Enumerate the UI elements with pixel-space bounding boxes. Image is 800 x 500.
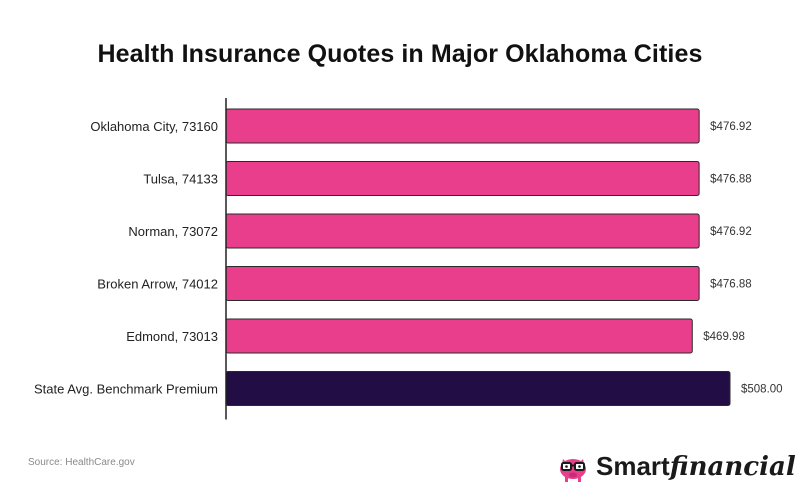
value-label: $476.88 bbox=[710, 174, 752, 186]
bars-group: Oklahoma City, 73160 $476.92 Tulsa, 74133 $… bbox=[34, 108, 783, 406]
category-label: Norman, 73072 bbox=[128, 224, 218, 239]
category-label: Broken Arrow, 74012 bbox=[97, 277, 218, 292]
bar bbox=[225, 213, 700, 249]
brand-name-part1: Smart bbox=[596, 450, 670, 481]
brand-name-part2: financial bbox=[669, 451, 796, 482]
category-label: Tulsa, 74133 bbox=[143, 172, 218, 187]
piggy-bank-with-glasses-icon bbox=[560, 459, 586, 482]
chart-title: Health Insurance Quotes in Major Oklahom… bbox=[97, 40, 703, 68]
bar bbox=[225, 161, 700, 196]
source-note: Source: HealthCare.gov bbox=[28, 457, 135, 468]
brand-logo: Smartfinancial bbox=[556, 448, 796, 484]
category-label: Edmond, 73013 bbox=[126, 329, 218, 344]
bar bbox=[225, 266, 700, 301]
value-label: $476.92 bbox=[710, 121, 752, 133]
bar-chart: Oklahoma City, 73160 $476.92 Tulsa, 74133 $… bbox=[34, 98, 783, 420]
bar bbox=[225, 371, 731, 406]
value-label: $476.88 bbox=[710, 279, 752, 291]
value-label: $469.98 bbox=[703, 331, 745, 343]
value-label: $508.00 bbox=[741, 384, 783, 396]
category-label: State Avg. Benchmark Premium bbox=[34, 382, 218, 397]
bar bbox=[225, 318, 693, 354]
bar bbox=[225, 108, 700, 144]
brand-name: Smartfinancial bbox=[596, 451, 796, 482]
category-label: Oklahoma City, 73160 bbox=[90, 119, 218, 134]
value-label: $476.92 bbox=[710, 226, 752, 238]
